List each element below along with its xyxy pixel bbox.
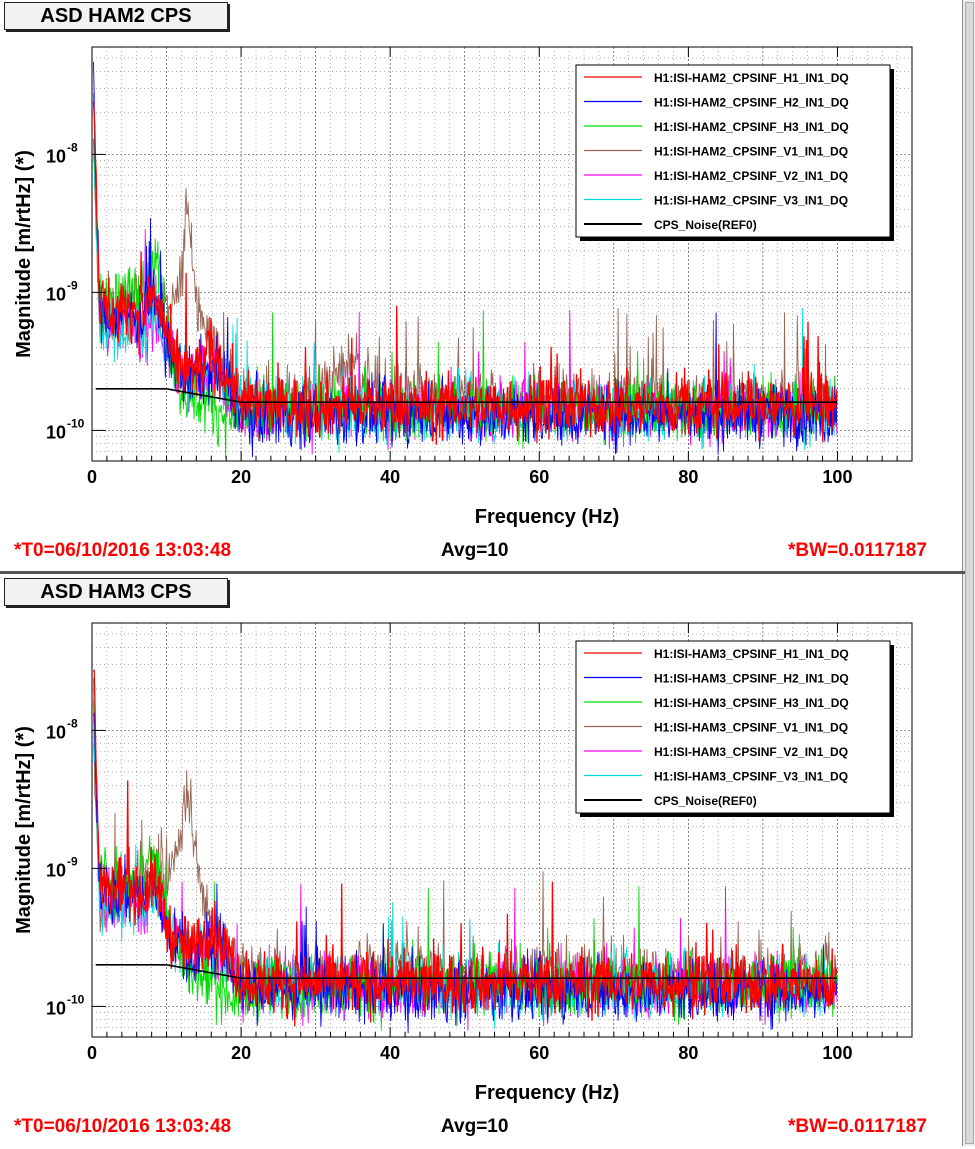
avg-label: Avg=10 (441, 1116, 509, 1137)
x-tick-label: 60 (529, 1043, 549, 1063)
legend-entry: H1:ISI-HAM3_CPSINF_V2_IN1_DQ (654, 745, 848, 759)
x-tick-label: 40 (380, 467, 400, 487)
y-tick-exponent: -9 (67, 854, 78, 868)
legend-entry: H1:ISI-HAM3_CPSINF_H2_IN1_DQ (654, 672, 849, 686)
x-tick-label: 80 (678, 467, 698, 487)
y-tick-exponent: -10 (67, 992, 85, 1006)
legend-entry: H1:ISI-HAM2_CPSINF_H2_IN1_DQ (654, 96, 849, 110)
y-tick-label: 10 (46, 146, 66, 166)
scrollbar-thumb[interactable] (965, 2, 974, 1144)
x-tick-label: 0 (87, 1043, 97, 1063)
t0-label: *T0=06/10/2016 13:03:48 (14, 1116, 232, 1137)
chart-title: ASD HAM3 CPS (4, 578, 228, 606)
y-axis-label: Magnitude [m/rtHz] (*) (13, 150, 35, 358)
x-tick-label: 60 (529, 467, 549, 487)
legend-entry: H1:ISI-HAM3_CPSINF_V3_IN1_DQ (654, 770, 848, 784)
series-group (92, 669, 838, 1034)
series-line-cps-noise (95, 963, 838, 980)
plot-frame (91, 622, 913, 1038)
panel-divider (0, 571, 965, 574)
plot-frame (91, 46, 913, 462)
x-tick-label: 100 (822, 1043, 852, 1063)
x-tick-label: 40 (380, 1043, 400, 1063)
series-line-cps-noise (95, 387, 838, 404)
y-tick-label: 10 (46, 998, 66, 1018)
legend-entry: H1:ISI-HAM2_CPSINF_V2_IN1_DQ (654, 169, 848, 183)
legend-entry: H1:ISI-HAM2_CPSINF_H1_IN1_DQ (654, 71, 849, 85)
y-tick-label: 10 (46, 422, 66, 442)
y-tick-exponent: -9 (67, 278, 78, 292)
x-tick-label: 20 (231, 467, 251, 487)
x-axis-label: Frequency (Hz) (475, 1082, 619, 1104)
x-tick-label: 80 (678, 1043, 698, 1063)
series-line (92, 101, 838, 445)
legend-entry: CPS_Noise(REF0) (654, 794, 757, 808)
y-tick-exponent: -10 (67, 416, 85, 430)
x-axis-label: Frequency (Hz) (475, 506, 619, 528)
avg-label: Avg=10 (441, 540, 509, 561)
series-group (92, 61, 838, 459)
series-line (93, 712, 838, 1034)
legend-entry: H1:ISI-HAM2_CPSINF_V3_IN1_DQ (654, 194, 848, 208)
bw-label: *BW=0.0117187 (788, 540, 927, 561)
bw-label: *BW=0.0117187 (788, 1116, 927, 1137)
chart-panel-ham2: ASD HAM2 CPS 0 20 40 60 80 100 10 -10 10 -9 10 -8 Fr… (0, 0, 962, 573)
y-tick-exponent: -8 (67, 716, 78, 730)
y-tick-exponent: -8 (67, 140, 78, 154)
t0-label: *T0=06/10/2016 13:03:48 (14, 540, 232, 561)
legend-entry: H1:ISI-HAM2_CPSINF_H3_IN1_DQ (654, 120, 849, 134)
x-tick-label: 100 (822, 467, 852, 487)
legend-entry: H1:ISI-HAM2_CPSINF_V1_IN1_DQ (654, 145, 848, 159)
chart-title: ASD HAM2 CPS (4, 2, 228, 30)
series-line (92, 669, 838, 1027)
x-tick-label: 20 (231, 1043, 251, 1063)
y-tick-label: 10 (46, 722, 66, 742)
legend-entry: H1:ISI-HAM3_CPSINF_H3_IN1_DQ (654, 696, 849, 710)
legend-entry: CPS_Noise(REF0) (654, 218, 757, 232)
chart-panel-ham3: ASD HAM3 CPS 0 20 40 60 80 100 10 -10 10 -9 10 -8 Fr… (0, 576, 962, 1149)
x-tick-label: 0 (87, 467, 97, 487)
y-axis-label: Magnitude [m/rtHz] (*) (13, 726, 35, 934)
y-tick-label: 10 (46, 860, 66, 880)
legend-entry: H1:ISI-HAM3_CPSINF_H1_IN1_DQ (654, 647, 849, 661)
legend-entry: H1:ISI-HAM3_CPSINF_V1_IN1_DQ (654, 721, 848, 735)
y-tick-label: 10 (46, 284, 66, 304)
